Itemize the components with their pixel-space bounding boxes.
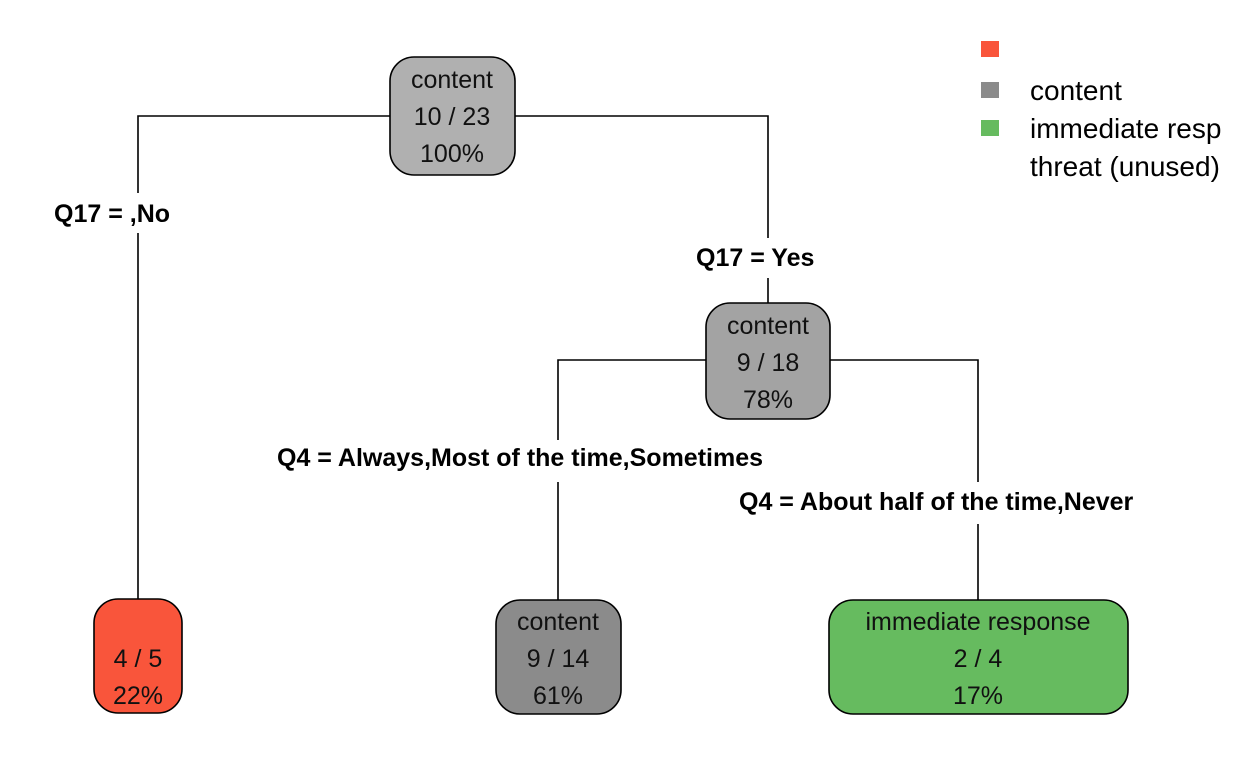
edge-label-q4-right: Q4 = About half of the time,Never xyxy=(739,488,1134,516)
node-root-box xyxy=(389,56,516,176)
leaf-no: 4 / 5 22% xyxy=(93,598,183,714)
legend-swatch-green xyxy=(981,120,999,136)
tree-branches xyxy=(137,115,979,602)
edge-label-q4-left: Q4 = Always,Most of the time,Sometimes xyxy=(277,444,763,472)
legend-swatch-red xyxy=(981,41,999,57)
leaf-no-box xyxy=(93,598,183,714)
leaf-immediate-class: immediate response xyxy=(865,608,1090,636)
leaf-no-percent: 22% xyxy=(113,682,163,710)
node-yes-class: content xyxy=(727,312,809,340)
leaf-content-class: content xyxy=(517,608,599,636)
leaf-content-box xyxy=(495,599,622,715)
node-root-class: content xyxy=(411,66,493,94)
legend-label-threat: threat (unused) xyxy=(1030,151,1220,182)
node-yes-count: 9 / 18 xyxy=(737,349,800,377)
node-root-count: 10 / 23 xyxy=(414,103,490,131)
legend-label-content: content xyxy=(1030,75,1122,106)
legend-label-immediate: immediate resp xyxy=(1030,113,1221,144)
branch-yes-left xyxy=(557,359,706,602)
node-yes-percent: 78% xyxy=(743,386,793,414)
legend: content immediate resp threat (unused) xyxy=(981,41,1221,182)
node-yes-box xyxy=(705,302,831,420)
branch-root-left xyxy=(137,115,390,600)
leaf-no-count: 4 / 5 xyxy=(114,645,163,673)
leaf-content-count: 9 / 14 xyxy=(527,645,590,673)
leaf-content-percent: 61% xyxy=(533,682,583,710)
edge-labels: Q17 = ,No Q17 = Yes Q4 = Always,Most of … xyxy=(50,193,1230,524)
leaf-content: content 9 / 14 61% xyxy=(495,599,622,715)
node-root: content 10 / 23 100% xyxy=(389,56,516,176)
edge-label-q17-no: Q17 = ,No xyxy=(54,200,170,228)
edge-label-q17-yes: Q17 = Yes xyxy=(696,244,814,272)
node-root-percent: 100% xyxy=(420,140,484,168)
leaf-immediate: immediate response 2 / 4 17% xyxy=(828,599,1129,715)
leaf-immediate-count: 2 / 4 xyxy=(954,645,1003,673)
leaf-immediate-percent: 17% xyxy=(953,682,1003,710)
leaf-immediate-box xyxy=(828,599,1129,715)
node-yes: content 9 / 18 78% xyxy=(705,302,831,420)
legend-swatch-grey xyxy=(981,82,999,98)
